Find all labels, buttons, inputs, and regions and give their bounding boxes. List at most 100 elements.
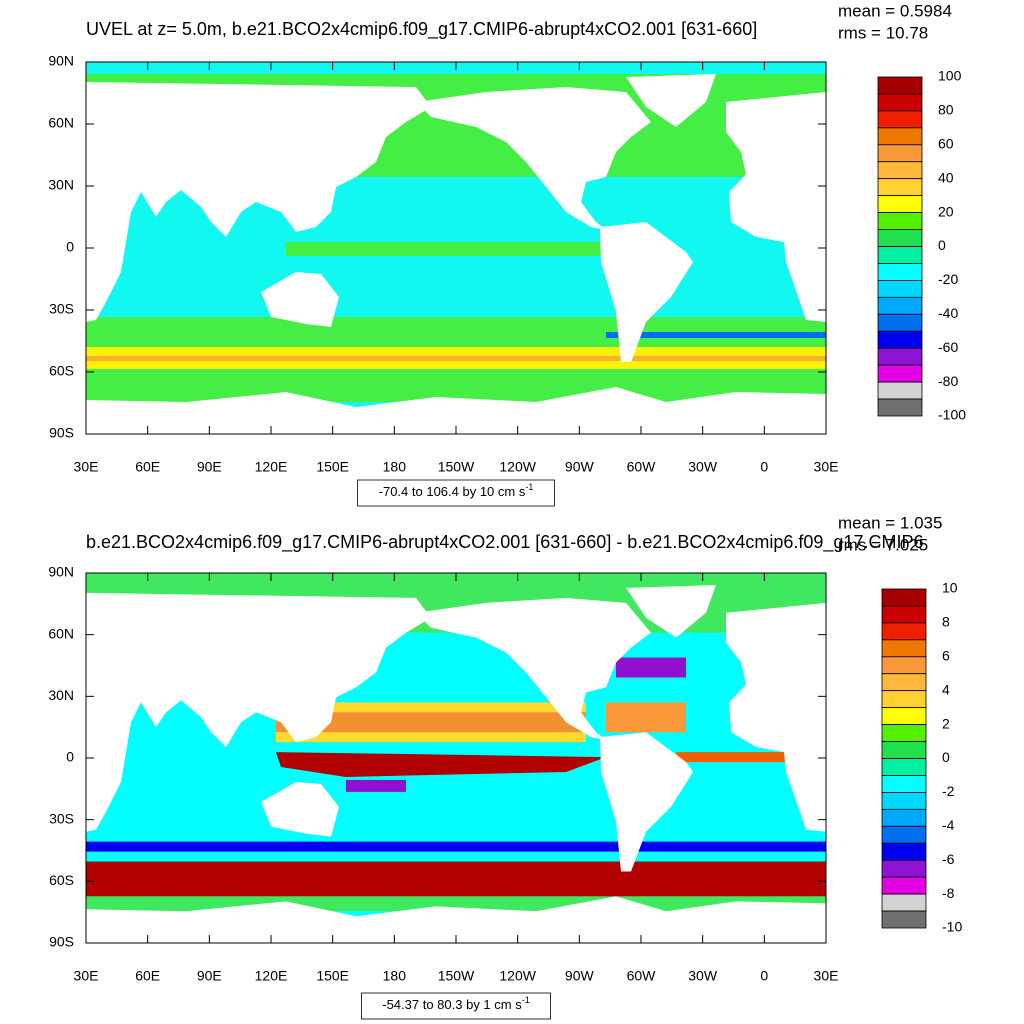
colorbar-box xyxy=(877,144,923,163)
colorbar-box xyxy=(881,792,927,810)
colorbar-label: -2 xyxy=(942,783,955,799)
lat-label: 0 xyxy=(66,239,74,255)
lon-label: 90W xyxy=(565,459,595,475)
lat-label: 60S xyxy=(49,363,74,379)
colorbar-box xyxy=(881,876,927,895)
map-field xyxy=(86,573,826,944)
colorbar-box xyxy=(881,758,927,776)
colorbar-box xyxy=(877,229,923,247)
colorbar-box xyxy=(877,110,923,129)
lon-label: 120E xyxy=(255,968,288,984)
colorbar-box xyxy=(877,178,923,197)
colorbar-label: -80 xyxy=(938,373,958,389)
colorbar-box xyxy=(881,622,927,641)
lat-label: 30S xyxy=(49,810,74,826)
colorbar-box xyxy=(877,93,923,112)
colorbar-box xyxy=(881,639,927,658)
colorbar-box xyxy=(881,605,927,624)
info-text: -70.4 to 106.4 by 10 cm s xyxy=(379,484,526,499)
lat-label: 60N xyxy=(48,115,74,131)
colorbar-box xyxy=(881,842,927,861)
colorbar-box xyxy=(877,313,923,332)
colorbar-box xyxy=(881,825,927,844)
colorbar-box xyxy=(877,279,923,298)
colorbar-box xyxy=(881,808,927,827)
colorbar-label: 100 xyxy=(938,68,962,84)
lon-label: 60W xyxy=(627,459,657,475)
colorbar-box xyxy=(877,127,923,146)
colorbar-box xyxy=(881,656,927,675)
colorbar-box xyxy=(881,893,927,912)
colorbar-box xyxy=(877,76,923,95)
lon-label: 30E xyxy=(814,459,839,475)
colorbar-box xyxy=(881,724,927,742)
colorbar-box xyxy=(877,364,923,383)
lon-label: 180 xyxy=(383,968,407,984)
map-field xyxy=(86,62,826,434)
colorbar-box xyxy=(877,195,923,213)
lon-label: 150E xyxy=(316,459,349,475)
colorbar-box xyxy=(881,673,927,692)
lat-label: 90N xyxy=(48,564,74,580)
lon-label: 120E xyxy=(255,459,288,475)
colorbar-label: 10 xyxy=(942,580,958,596)
lon-label: 30W xyxy=(688,459,718,475)
stat-label: rms = 10.78 xyxy=(838,23,928,42)
lat-label: 90N xyxy=(48,53,74,69)
colorbar-box xyxy=(877,161,923,180)
lon-label: 60E xyxy=(135,459,160,475)
lon-label: 150E xyxy=(316,968,349,984)
colorbar-label: 60 xyxy=(938,136,954,152)
lon-label: 90E xyxy=(197,459,222,475)
lon-label: 120W xyxy=(499,968,536,984)
colorbar-label: 40 xyxy=(938,169,954,185)
lon-label: 150W xyxy=(438,459,475,475)
info-label: -54.37 to 80.3 by 1 cm s-1 xyxy=(382,995,529,1012)
colorbar-label: 0 xyxy=(942,749,950,765)
info-superscript: -1 xyxy=(522,995,530,1005)
colorbar-box xyxy=(877,381,923,400)
lon-label: 60E xyxy=(135,968,160,984)
colorbar-label: 4 xyxy=(942,681,950,697)
lon-label: 60W xyxy=(627,968,657,984)
colorbar-label: 20 xyxy=(938,203,954,219)
plot-title: UVEL at z= 5.0m, b.e21.BCO2x4cmip6.f09_g… xyxy=(86,19,757,40)
colorbar-box xyxy=(881,910,927,929)
lon-label: 30E xyxy=(814,968,839,984)
info-superscript: -1 xyxy=(525,482,533,492)
lon-label: 30E xyxy=(74,459,99,475)
lat-label: 60S xyxy=(49,872,74,888)
lat-label: 30S xyxy=(49,301,74,317)
colorbar-label: -10 xyxy=(942,919,962,935)
colorbar-label: -6 xyxy=(942,851,955,867)
colorbar-box xyxy=(877,212,923,230)
info-text: -54.37 to 80.3 by 1 cm s xyxy=(382,997,522,1012)
lat-label: 60N xyxy=(48,625,74,641)
stat-label: mean = 0.5984 xyxy=(838,1,952,20)
colorbar-box xyxy=(881,741,927,759)
colorbar-box xyxy=(877,347,923,366)
colorbar-label: -100 xyxy=(938,407,966,423)
stat-label: rms = 7.025 xyxy=(838,535,928,554)
colorbar-box xyxy=(877,296,923,315)
lon-label: 30E xyxy=(74,968,99,984)
colorbar-box xyxy=(881,707,927,726)
colorbar-box xyxy=(881,859,927,878)
info-box xyxy=(361,992,551,1020)
lon-label: 0 xyxy=(760,968,768,984)
colorbar-label: -8 xyxy=(942,885,955,901)
lon-label: 180 xyxy=(383,459,407,475)
lon-label: 30W xyxy=(688,968,718,984)
colorbar-label: -40 xyxy=(938,305,958,321)
colorbar-label: -20 xyxy=(938,271,958,287)
colorbar-label: 6 xyxy=(942,648,950,664)
lon-label: 0 xyxy=(760,459,768,475)
colorbar-label: 8 xyxy=(942,614,950,630)
lat-label: 90S xyxy=(49,425,74,441)
plot-title: b.e21.BCO2x4cmip6.f09_g17.CMIP6-abrupt4x… xyxy=(86,532,923,553)
colorbar-label: 0 xyxy=(938,237,946,253)
lon-label: 90E xyxy=(197,968,222,984)
colorbar-label: 2 xyxy=(942,715,950,731)
